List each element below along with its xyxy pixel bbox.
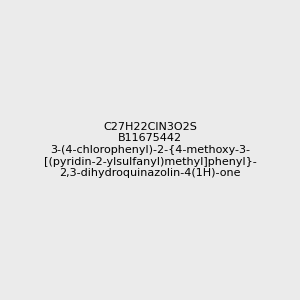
- Text: C27H22ClN3O2S
B11675442
3-(4-chlorophenyl)-2-{4-methoxy-3-
[(pyridin-2-ylsulfany: C27H22ClN3O2S B11675442 3-(4-chloropheny…: [44, 122, 256, 178]
